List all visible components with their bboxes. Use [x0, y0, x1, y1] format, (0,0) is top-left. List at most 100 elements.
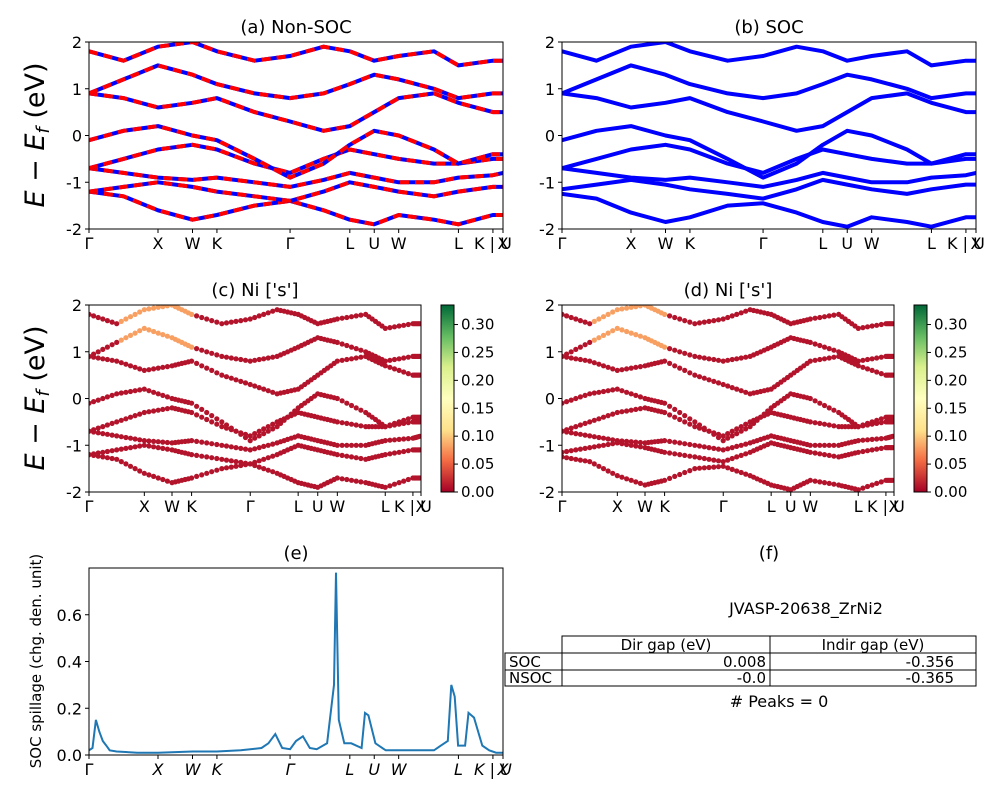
band-point — [387, 451, 393, 457]
band-point — [358, 423, 364, 429]
band-point — [228, 458, 234, 464]
band-point — [619, 474, 625, 480]
y-tick-label: 2 — [72, 296, 82, 315]
band-point — [637, 439, 644, 446]
band-point — [339, 341, 345, 347]
band-point — [568, 349, 574, 355]
band-point — [747, 424, 753, 430]
band-point — [104, 431, 110, 437]
band-point — [95, 355, 101, 361]
band-point — [146, 327, 152, 333]
band-point — [564, 448, 570, 455]
band-point — [219, 372, 225, 378]
band-point — [209, 469, 215, 475]
band-point — [339, 420, 345, 426]
band-point — [214, 416, 220, 422]
band-point — [826, 452, 832, 458]
band-point — [247, 316, 253, 322]
band-point — [155, 445, 161, 451]
band-point — [677, 409, 683, 416]
band-point — [577, 446, 584, 452]
band-point — [204, 316, 210, 322]
band-point — [123, 335, 129, 341]
band-point — [89, 311, 92, 317]
band-point — [109, 432, 115, 438]
band-point — [265, 442, 271, 448]
peaks-footer: # Peaks = 0 — [730, 692, 829, 711]
band-point — [591, 360, 597, 366]
band-point — [219, 466, 225, 472]
band-point — [573, 447, 579, 453]
band-point — [855, 438, 861, 444]
band-point — [89, 353, 92, 359]
band-point — [725, 383, 731, 389]
band-point — [209, 441, 215, 447]
x-tick-label: L — [345, 234, 354, 253]
band-point — [100, 449, 106, 455]
band-point — [214, 467, 220, 473]
band-point — [587, 459, 593, 465]
band-point — [864, 448, 871, 454]
band-point — [577, 457, 584, 463]
band-point — [874, 446, 880, 452]
band-point — [807, 316, 813, 322]
band-point — [228, 375, 234, 381]
band-point — [95, 349, 101, 355]
band-point — [720, 438, 726, 444]
band-point — [729, 356, 735, 363]
x-tick-label: K | U — [394, 497, 432, 516]
band-lines — [562, 42, 976, 229]
band-point — [353, 442, 359, 448]
band-point — [720, 381, 726, 388]
band-point — [591, 318, 597, 324]
band-point — [610, 411, 616, 417]
band-point — [265, 424, 271, 430]
band-point — [242, 446, 249, 452]
x-tick-label: W — [802, 497, 818, 516]
band-point — [677, 349, 683, 355]
band-point — [151, 438, 157, 444]
band-point — [285, 414, 291, 420]
colorbar-tick-label: 0.25 — [934, 343, 967, 361]
band-point — [587, 445, 593, 451]
band-point — [228, 319, 234, 325]
band-point — [855, 363, 861, 369]
band-point — [738, 388, 744, 394]
band-point — [118, 318, 124, 324]
band-point — [628, 305, 634, 310]
band-point — [252, 383, 258, 389]
band-point — [339, 398, 345, 404]
band-point — [564, 399, 570, 405]
band-point — [682, 413, 688, 419]
band-point — [194, 438, 200, 444]
band-point — [204, 349, 210, 355]
band-point — [662, 449, 668, 455]
band-point — [878, 354, 884, 360]
band-point — [807, 419, 813, 425]
band-point — [860, 422, 866, 428]
band-point — [137, 366, 143, 372]
band-point — [100, 316, 106, 322]
band-point — [628, 442, 634, 448]
band-point — [146, 388, 152, 394]
band-point — [812, 442, 818, 448]
x-tick-label: X — [612, 497, 623, 516]
band-point — [358, 479, 364, 485]
band-point — [127, 445, 134, 451]
y-tick-label: 0 — [545, 390, 555, 409]
band-point — [223, 320, 230, 326]
band-point — [821, 344, 828, 350]
band-point — [334, 395, 340, 402]
x-tick-label: L — [381, 497, 390, 516]
band-point — [104, 356, 110, 363]
y-tick-label: -1 — [539, 436, 555, 455]
band-point — [353, 478, 359, 484]
band-point — [817, 420, 823, 426]
band-point — [95, 430, 101, 436]
band-point — [114, 433, 120, 439]
band-point — [874, 417, 880, 423]
band-point — [614, 307, 620, 313]
band-point — [223, 465, 230, 471]
band-point — [564, 427, 570, 433]
band-point — [223, 354, 230, 360]
